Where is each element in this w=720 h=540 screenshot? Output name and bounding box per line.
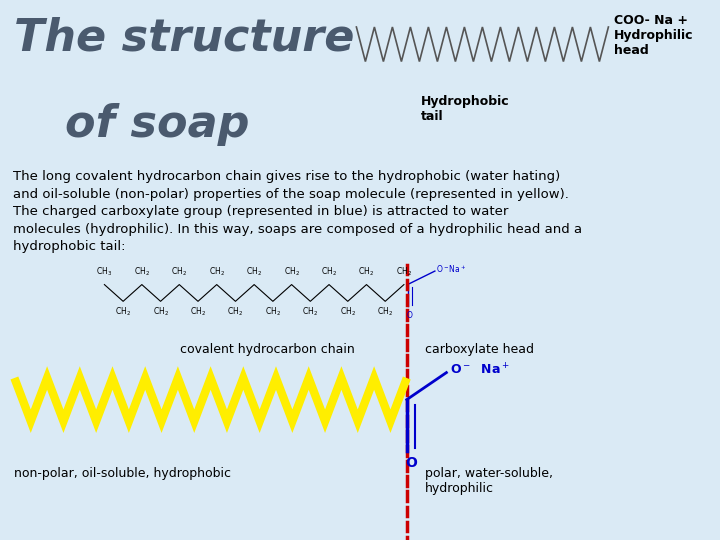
Text: CH$_2$: CH$_2$ bbox=[265, 306, 281, 318]
Text: CH$_2$: CH$_2$ bbox=[228, 306, 243, 318]
Text: COO- Na +
Hydrophilic
head: COO- Na + Hydrophilic head bbox=[614, 14, 693, 57]
Text: CH$_2$: CH$_2$ bbox=[209, 266, 225, 278]
Text: CH$_2$: CH$_2$ bbox=[134, 266, 150, 278]
Text: O$^-$Na$^+$: O$^-$Na$^+$ bbox=[436, 264, 467, 275]
Text: CH$_2$: CH$_2$ bbox=[340, 306, 356, 318]
Text: CH$_2$: CH$_2$ bbox=[153, 306, 168, 318]
Text: O: O bbox=[407, 310, 413, 320]
Text: covalent hydrocarbon chain: covalent hydrocarbon chain bbox=[180, 343, 355, 356]
Text: CH$_2$: CH$_2$ bbox=[115, 306, 131, 318]
Text: CH$_2$: CH$_2$ bbox=[321, 266, 337, 278]
Text: CH$_2$: CH$_2$ bbox=[171, 266, 187, 278]
Text: Hydrophobic
tail: Hydrophobic tail bbox=[421, 94, 510, 123]
Text: CH$_2$: CH$_2$ bbox=[396, 266, 412, 278]
Text: CH$_2$: CH$_2$ bbox=[190, 306, 206, 318]
Text: CH$_2$: CH$_2$ bbox=[284, 266, 300, 278]
Text: The structure: The structure bbox=[14, 16, 355, 59]
Text: carboxylate head: carboxylate head bbox=[425, 343, 534, 356]
Text: CH$_2$: CH$_2$ bbox=[302, 306, 318, 318]
Text: O$^-$  Na$^+$: O$^-$ Na$^+$ bbox=[450, 362, 510, 377]
Text: of soap: of soap bbox=[65, 103, 249, 146]
Text: CH$_2$: CH$_2$ bbox=[246, 266, 262, 278]
Text: non-polar, oil-soluble, hydrophobic: non-polar, oil-soluble, hydrophobic bbox=[14, 467, 231, 480]
Text: CH$_2$: CH$_2$ bbox=[377, 306, 393, 318]
Text: O: O bbox=[405, 456, 417, 470]
Text: CH$_2$: CH$_2$ bbox=[359, 266, 374, 278]
Text: The long covalent hydrocarbon chain gives rise to the hydrophobic (water hating): The long covalent hydrocarbon chain give… bbox=[13, 170, 582, 253]
Text: polar, water-soluble,
hydrophilic: polar, water-soluble, hydrophilic bbox=[425, 467, 553, 495]
Text: CH$_3$: CH$_3$ bbox=[96, 266, 112, 278]
